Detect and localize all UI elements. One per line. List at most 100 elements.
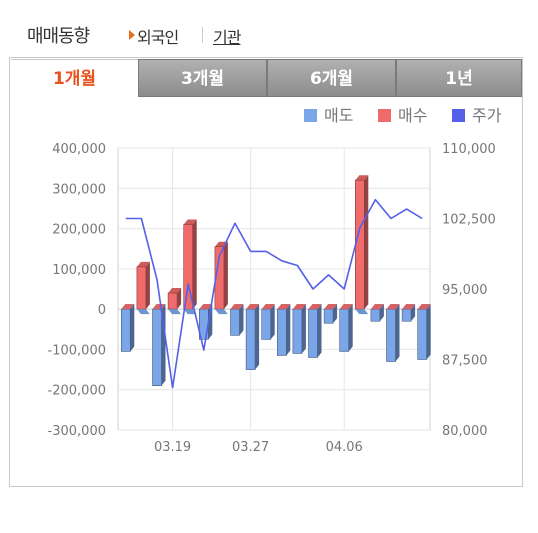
legend-buy-label: 매수 <box>398 106 427 125</box>
buy-zero-cap <box>121 304 135 310</box>
buy-zero-cap <box>370 304 384 310</box>
x-tick-label: 03.27 <box>232 440 269 455</box>
sell-zero-cap <box>168 309 182 315</box>
sell-bar-front <box>370 308 381 322</box>
y-left-tick-label: 400,000 <box>52 142 106 157</box>
sell-bar-front <box>152 308 162 386</box>
tab-1-month[interactable]: 1개월 <box>11 59 138 98</box>
sell-bar-side <box>426 304 431 360</box>
buy-zero-cap <box>386 304 400 310</box>
buy-bar <box>136 261 150 310</box>
y-left-tick-label: -200,000 <box>48 384 106 399</box>
chart-legend: 매도 매수 주가 <box>304 106 502 125</box>
sell-bar-side <box>348 304 353 352</box>
section-title: 매매동향 <box>27 26 90 47</box>
sell-bar <box>276 304 291 356</box>
sell-bar <box>308 304 322 358</box>
buy-zero-cap <box>417 304 431 310</box>
legend-sell-label: 매도 <box>324 106 353 125</box>
buy-zero-cap <box>152 304 166 310</box>
y-left-tick-label: 300,000 <box>52 182 106 197</box>
tab-3-months[interactable]: 3개월 <box>138 59 267 97</box>
buy-bar-side <box>223 241 228 310</box>
buy-zero-cap <box>292 304 306 310</box>
y-right-tick-label: 102,500 <box>442 213 496 228</box>
sell-bar-front <box>308 308 318 358</box>
buy-bar-front <box>136 266 147 310</box>
legend-price-label: 주가 <box>472 106 502 125</box>
sell-bar <box>292 304 306 354</box>
sell-bar-side <box>239 304 244 336</box>
sell-zero-cap <box>355 309 369 315</box>
buy-bar-front <box>167 292 178 310</box>
sell-bar-side <box>379 304 384 322</box>
divider <box>202 27 203 43</box>
buy-zero-cap <box>199 304 213 310</box>
buy-bar-side <box>145 261 150 310</box>
sell-bar-side <box>411 304 416 322</box>
buy-zero-cap <box>246 304 260 310</box>
sell-bar-front <box>245 308 256 370</box>
y-right-tick-label: 87,500 <box>442 354 488 369</box>
chart-axes: 400,000 300,000 200,000 100,000 0 -100,000 -20… <box>48 142 496 455</box>
buy-zero-cap <box>277 304 291 310</box>
buy-zero-cap <box>324 304 338 310</box>
buy-bar-top <box>136 261 150 267</box>
buy-bar-top <box>355 175 369 181</box>
tab-1-year[interactable]: 1년 <box>396 59 522 97</box>
sell-zero-cap <box>214 309 228 315</box>
buy-zero-cap <box>230 304 244 310</box>
plot-area <box>117 147 431 431</box>
sell-bar-front <box>401 308 412 322</box>
sell-bar <box>121 304 135 352</box>
buy-zero-cap <box>308 304 322 310</box>
y-left-tick-label: -300,000 <box>48 424 106 439</box>
legend-price-swatch <box>452 109 465 122</box>
sell-bar-front <box>417 308 428 360</box>
buy-bar-side <box>364 175 369 310</box>
y-right-tick-label: 80,000 <box>442 424 488 439</box>
sell-bar-front <box>121 308 131 352</box>
buy-bar-top <box>168 288 182 294</box>
chart-price-line <box>125 198 423 389</box>
sell-bar <box>339 304 353 352</box>
sell-bar <box>261 304 275 340</box>
buy-zero-cap <box>339 304 353 310</box>
chart-bars <box>121 175 431 386</box>
tab-6-months[interactable]: 6개월 <box>267 59 396 97</box>
sell-bar-side <box>333 304 338 324</box>
price-line <box>125 198 423 389</box>
y-left-tick-label: 100,000 <box>52 263 106 278</box>
buy-bar-side <box>177 288 182 310</box>
sell-bar <box>417 304 431 360</box>
y-right-tick-label: 110,000 <box>442 142 496 157</box>
sell-bar-front <box>276 308 287 356</box>
buy-bar-front <box>354 179 365 310</box>
sell-zero-cap <box>183 309 197 315</box>
sell-bar-side <box>395 304 400 362</box>
legend-sell-swatch <box>304 109 317 122</box>
sell-bar-front <box>339 308 350 352</box>
buy-bar <box>167 288 182 310</box>
sell-bar-front <box>386 308 396 362</box>
sell-bar-side <box>286 304 291 356</box>
sell-bar-side <box>161 304 166 386</box>
buy-bar-top <box>183 219 197 225</box>
sell-bar-front <box>230 308 240 336</box>
x-tick-label: 04.06 <box>326 440 363 455</box>
header: 매매동향 외국인 기관 <box>0 0 538 56</box>
buy-zero-cap <box>261 304 275 310</box>
sell-zero-cap <box>136 309 150 315</box>
sell-bar <box>152 304 166 386</box>
x-tick-label: 03.19 <box>154 440 191 455</box>
sell-bar-front <box>323 308 334 324</box>
y-left-tick-label: -100,000 <box>48 343 106 358</box>
sell-bar-side <box>255 304 260 370</box>
y-left-tick-label: 0 <box>98 303 106 318</box>
investor-institution-link[interactable]: 기관 <box>213 28 241 47</box>
buy-bar-side <box>192 219 197 310</box>
sell-bar-side <box>270 304 275 340</box>
y-right-tick-label: 95,000 <box>442 283 488 298</box>
investor-foreign-link[interactable]: 외국인 <box>137 28 179 47</box>
